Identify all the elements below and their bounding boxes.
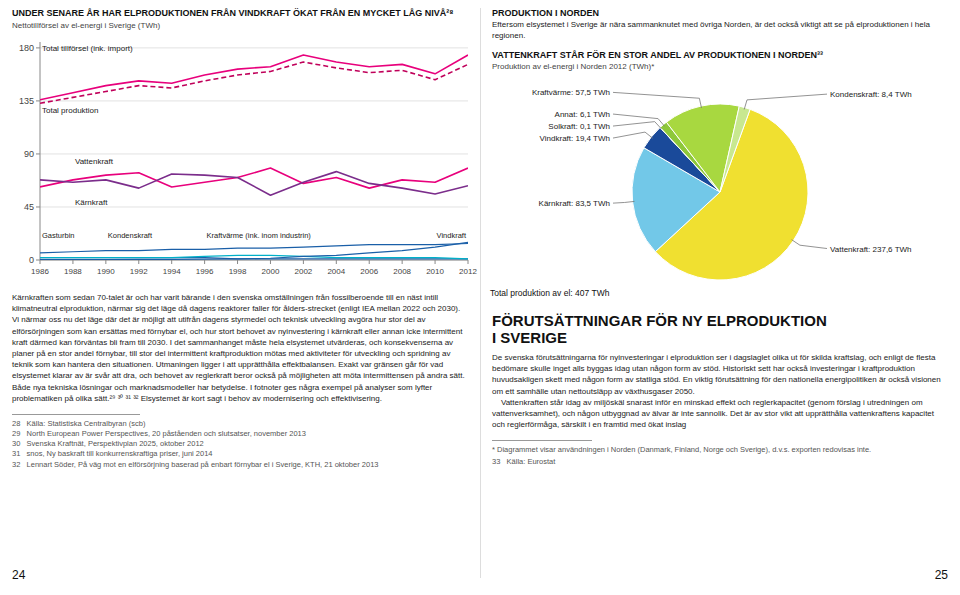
leader-line xyxy=(792,240,827,249)
x-tick-label: 2000 xyxy=(262,267,280,276)
x-tick-label: 2010 xyxy=(426,267,444,276)
section-text: Eftersom elsystemet i Sverige är nära sa… xyxy=(492,20,948,42)
x-tick-label: 1992 xyxy=(130,267,148,276)
footnote: * Diagrammet visar användningen i Norden… xyxy=(492,445,948,455)
x-tick xyxy=(402,260,403,264)
series-label: Gasturbin xyxy=(42,231,75,240)
chart-subtitle: Nettotillförsel av el-energi i Sverige (… xyxy=(12,21,468,30)
series-line xyxy=(40,62,468,103)
pie-slice xyxy=(720,106,750,192)
y-tick-label: 0 xyxy=(29,255,34,265)
data-label: Vattenkraft: 237,6 TWh xyxy=(830,245,912,254)
x-tick-label: 1998 xyxy=(229,267,247,276)
grid-line xyxy=(40,100,468,101)
y-tick xyxy=(36,153,40,154)
annotation: Total produktion av el: 407 TWh xyxy=(490,288,610,298)
slices xyxy=(632,104,808,280)
body-text: Kärnkraften som sedan 70-talet är och ha… xyxy=(12,292,468,404)
x-tick xyxy=(40,260,41,264)
x-tick xyxy=(138,260,139,264)
data-label: Vindkraft: 19,4 TWh xyxy=(540,134,610,143)
x-tick-label: 2002 xyxy=(294,267,312,276)
series-line xyxy=(40,172,468,196)
footnote-rule xyxy=(12,414,140,415)
data-label: Kraftvärme: 57,5 TWh xyxy=(532,88,610,97)
series-line xyxy=(40,242,468,259)
series-line xyxy=(40,244,468,253)
data-label: Kondenskraft: 8,4 TWh xyxy=(830,90,912,99)
x-tick xyxy=(72,260,73,264)
x-tick-label: 1988 xyxy=(64,267,82,276)
data-label: Solkraft: 0,1 TWh xyxy=(548,122,610,131)
y-tick xyxy=(36,206,40,207)
series-label: Total produktion xyxy=(42,106,98,115)
x-tick xyxy=(105,260,106,264)
x-tick xyxy=(468,260,469,264)
x-tick-label: 2012 xyxy=(459,267,477,276)
x-tick-label: 2008 xyxy=(393,267,411,276)
leader-line xyxy=(744,94,827,109)
y-tick-label: 135 xyxy=(19,96,34,106)
section-heading: PRODUKTION I NORDEN xyxy=(492,8,948,18)
footnote-rule xyxy=(492,440,592,441)
lines xyxy=(40,55,468,260)
series-label: Vindkraft xyxy=(437,231,467,240)
x-tick xyxy=(237,260,238,264)
body-text: De svenska förutsättningarna för nyinves… xyxy=(492,352,948,430)
page: UNDER SENARE ÅR HAR ELPRODUKTIONEN FRÅN … xyxy=(0,0,960,595)
x-tick xyxy=(336,260,337,264)
y-tick-label: 180 xyxy=(19,43,34,53)
series-line xyxy=(40,55,468,100)
x-tick-label: 2004 xyxy=(327,267,345,276)
x-tick-label: 1990 xyxy=(97,267,115,276)
x-tick xyxy=(171,260,172,264)
pie-chart: Vattenkraft: 237,6 TWh Kärnkraft: 83,5 TW… xyxy=(480,74,960,306)
series-label: Vattenkraft xyxy=(75,157,114,166)
x-tick-label: 1994 xyxy=(163,267,181,276)
x-tick xyxy=(435,260,436,264)
series-label: Kondenskraft xyxy=(108,231,153,240)
y-tick xyxy=(36,47,40,48)
y-tick-label: 90 xyxy=(24,149,34,159)
x-tick xyxy=(270,260,271,264)
footnote: 33 Källa: Eurostat xyxy=(492,457,948,467)
x-tick xyxy=(303,260,304,264)
series-label: Kärnkraft xyxy=(75,198,108,207)
series-line xyxy=(40,168,468,188)
leader-line xyxy=(613,132,653,138)
x-tick-label: 2006 xyxy=(360,267,378,276)
leader-line xyxy=(613,122,662,129)
page-number: 25 xyxy=(935,568,948,582)
separator xyxy=(480,8,481,578)
series-label: Kraftvärme (ink. inom industrin) xyxy=(207,231,312,240)
data-label: Annat: 6,1 TWh xyxy=(555,110,610,119)
leader-line xyxy=(613,201,635,203)
y-tick xyxy=(36,100,40,101)
series-label: Total tillförsel (ink. import) xyxy=(42,44,133,53)
x-tick-label: 1996 xyxy=(196,267,214,276)
data-label: Kärnkraft: 83,5 TWh xyxy=(539,199,610,208)
y-tick-label: 45 xyxy=(24,202,34,212)
chart-title: VATTENKRAFT STÅR FÖR EN STOR ANDEL AV PR… xyxy=(492,50,948,60)
leader-line xyxy=(613,114,665,126)
pie-slice xyxy=(666,104,739,192)
page-number: 24 xyxy=(12,568,25,582)
y-tick xyxy=(36,260,40,261)
grid-line xyxy=(40,153,468,154)
leader-line xyxy=(613,92,702,108)
y-axis-line xyxy=(40,42,41,260)
x-tick xyxy=(369,260,370,264)
chart-title: UNDER SENARE ÅR HAR ELPRODUKTIONEN FRÅN … xyxy=(12,8,468,18)
x-tick-label: 1986 xyxy=(31,267,49,276)
x-tick xyxy=(204,260,205,264)
chart-subtitle: Produktion av el-energi i Norden 2012 (T… xyxy=(492,62,948,71)
line-chart: 0 45 90 135 180 1986 1988 1990 1992 1994 1996 1998 2… xyxy=(0,34,480,286)
footnotes: 28 Källa: Statistiska Centralbyran (scb)… xyxy=(12,419,468,470)
section-heading-large: FÖRUTSÄTTNINGAR FÖR NY ELPRODUKTION I SV… xyxy=(492,312,948,347)
